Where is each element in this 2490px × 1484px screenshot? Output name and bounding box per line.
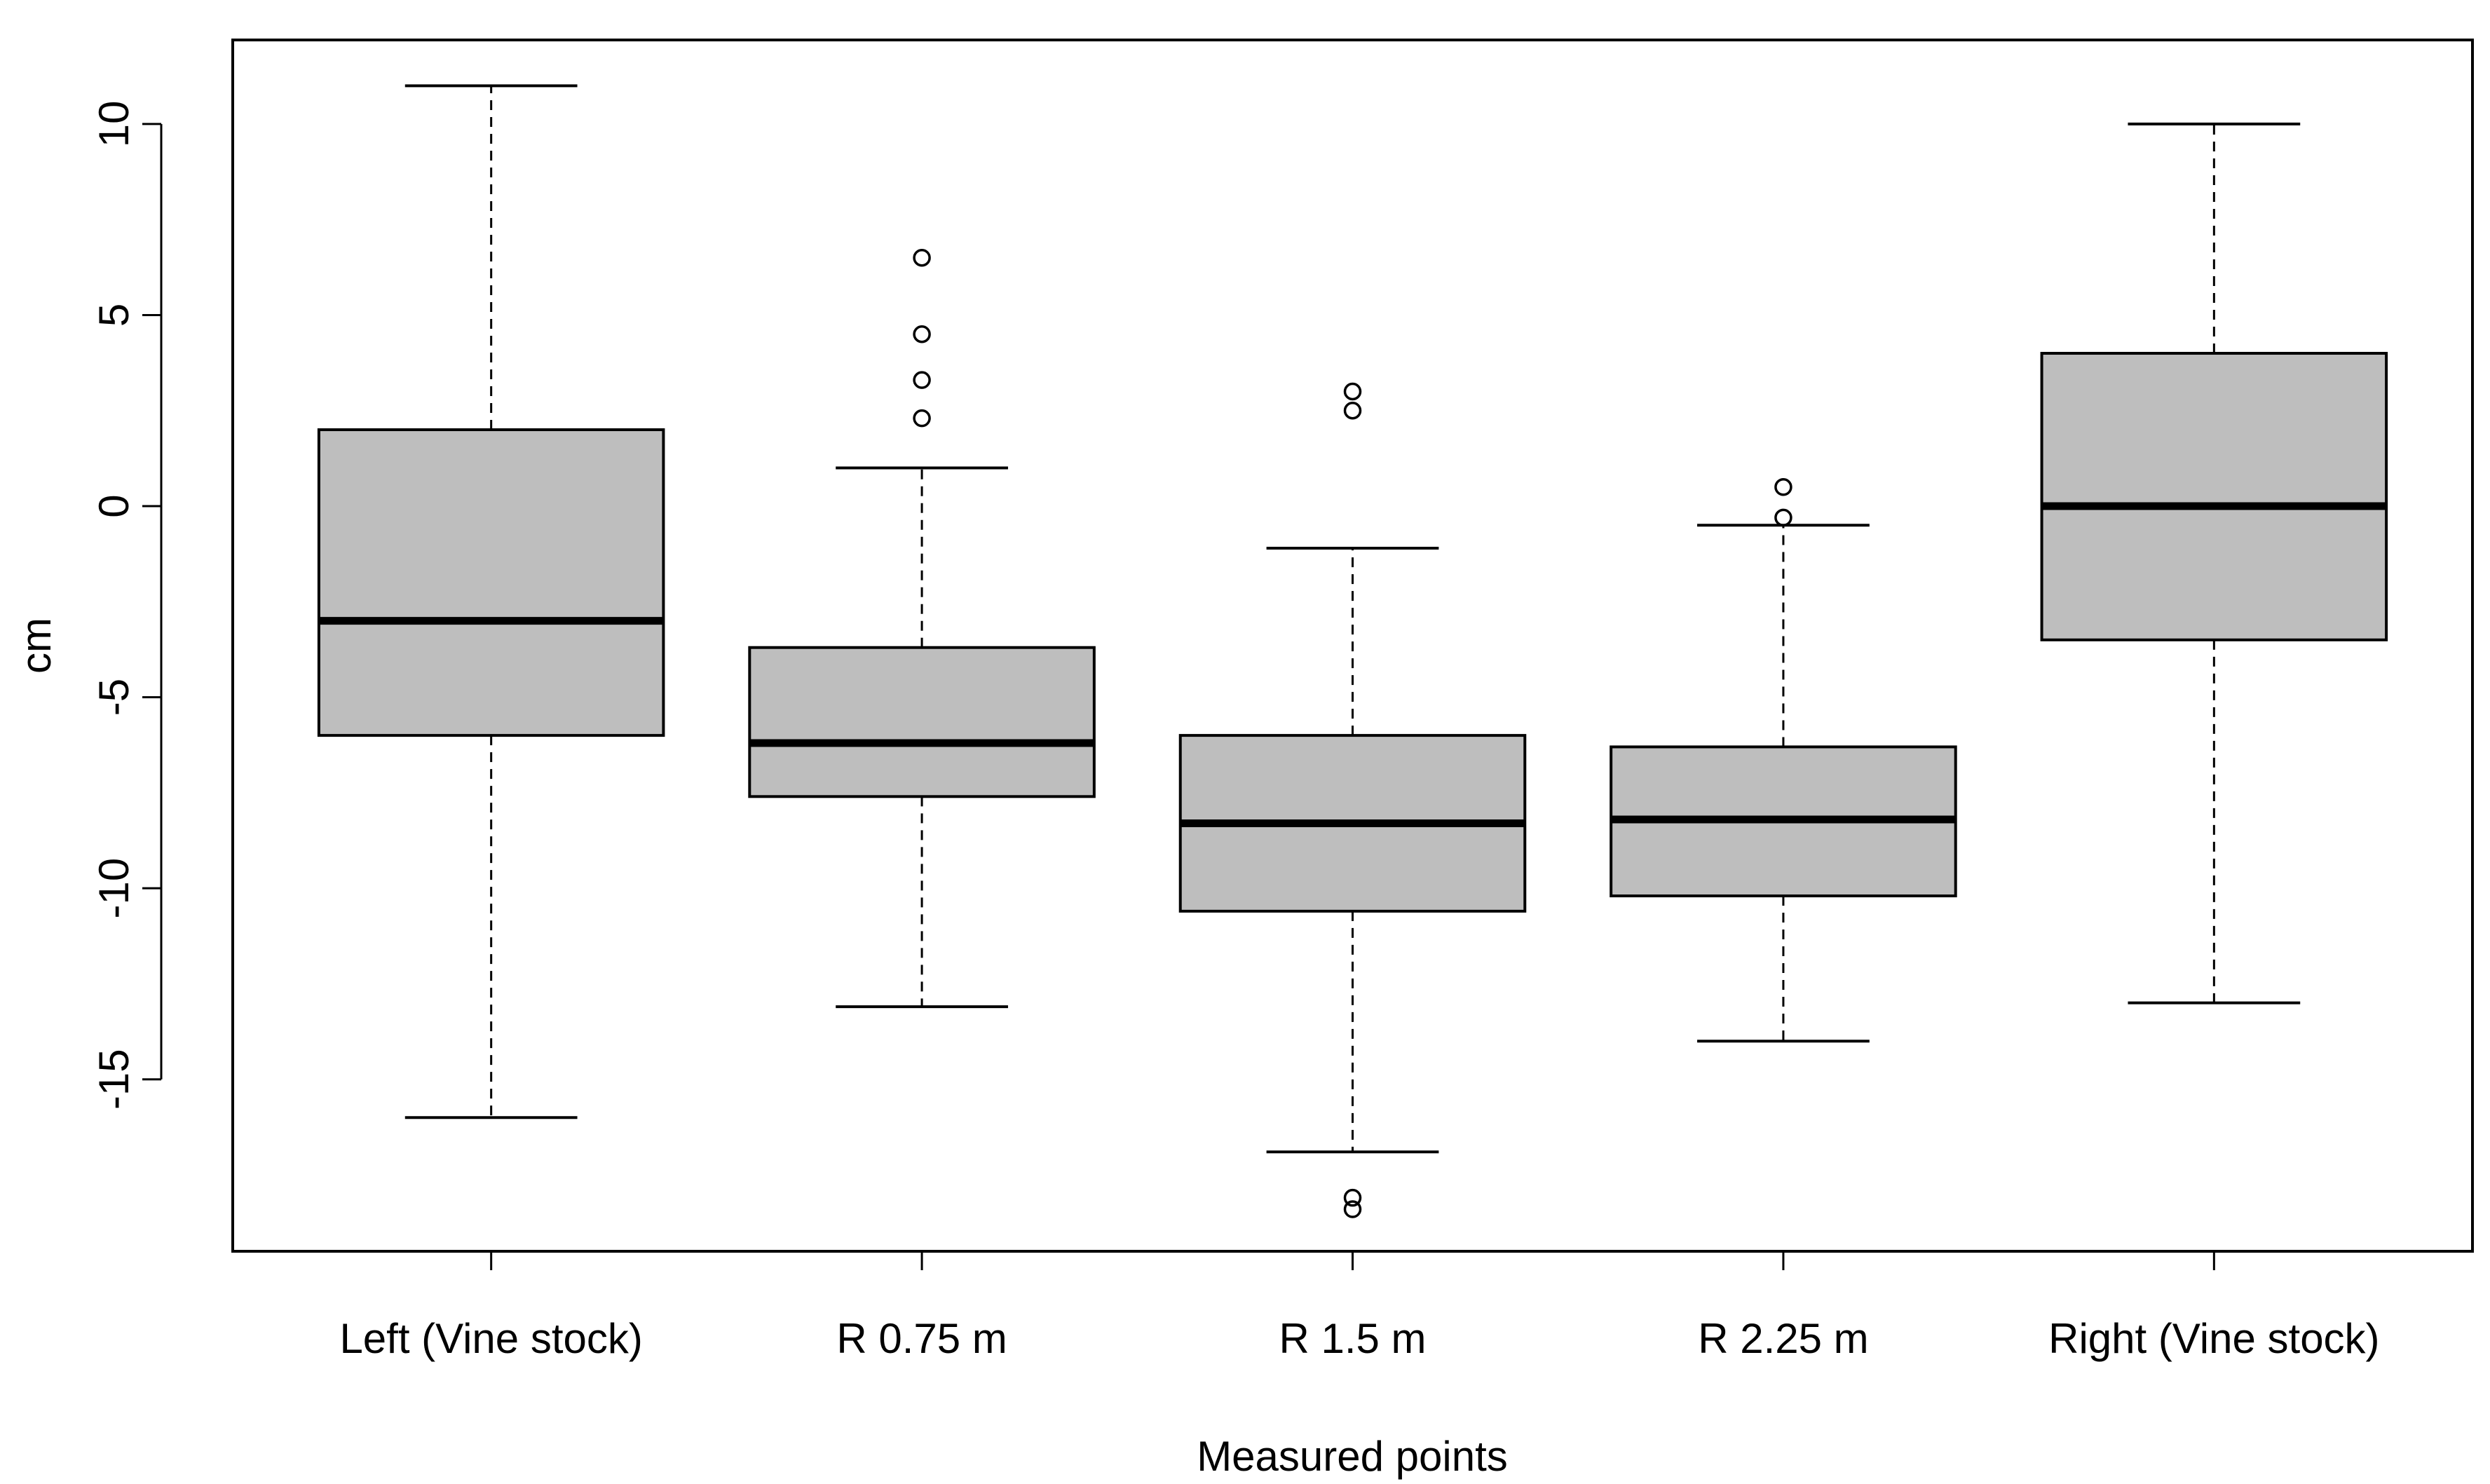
box-iqr	[748, 646, 1096, 798]
box-group	[1610, 478, 1957, 1043]
outlier-point	[1774, 478, 1792, 496]
outlier-point	[913, 409, 931, 428]
outlier-point	[1774, 508, 1792, 527]
box-iqr	[2040, 351, 2388, 641]
x-axis: Left (Vine stock) R 0.75 m R 1.5 m R 2.25 m…	[339, 1250, 2380, 1362]
x-tick-label: Right (Vine stock)	[2048, 1315, 2379, 1362]
x-axis-label: Measured points	[1197, 1433, 1508, 1480]
x-tick-label: R 0.75 m	[836, 1315, 1007, 1362]
y-axis-label: cm	[13, 618, 60, 674]
outlier-point	[1343, 402, 1362, 420]
box-iqr	[317, 428, 665, 737]
box-series	[317, 84, 2388, 1218]
y-axis: 10 5 0 -5 -10 -15	[90, 101, 163, 1110]
outlier-point	[1343, 1200, 1362, 1218]
y-tick-label: -15	[90, 1049, 137, 1110]
box-group	[2040, 122, 2388, 1005]
outlier-point	[913, 325, 931, 343]
box-group	[748, 248, 1096, 1009]
outlier-point	[1343, 1188, 1362, 1207]
box-group	[1178, 382, 1527, 1218]
outlier-point	[913, 248, 931, 267]
y-tick-label: -5	[90, 679, 137, 716]
box-group	[317, 84, 665, 1119]
outlier-point	[1343, 382, 1362, 401]
x-tick-label: Left (Vine stock)	[339, 1315, 642, 1362]
x-tick-label: R 2.25 m	[1698, 1315, 1868, 1362]
y-tick-label: 10	[90, 101, 137, 148]
x-tick-label: R 1.5 m	[1279, 1315, 1426, 1362]
y-tick-label: -10	[90, 858, 137, 919]
y-tick-label: 5	[90, 304, 137, 327]
y-tick-label: 0	[90, 494, 137, 517]
outlier-point	[913, 371, 931, 389]
